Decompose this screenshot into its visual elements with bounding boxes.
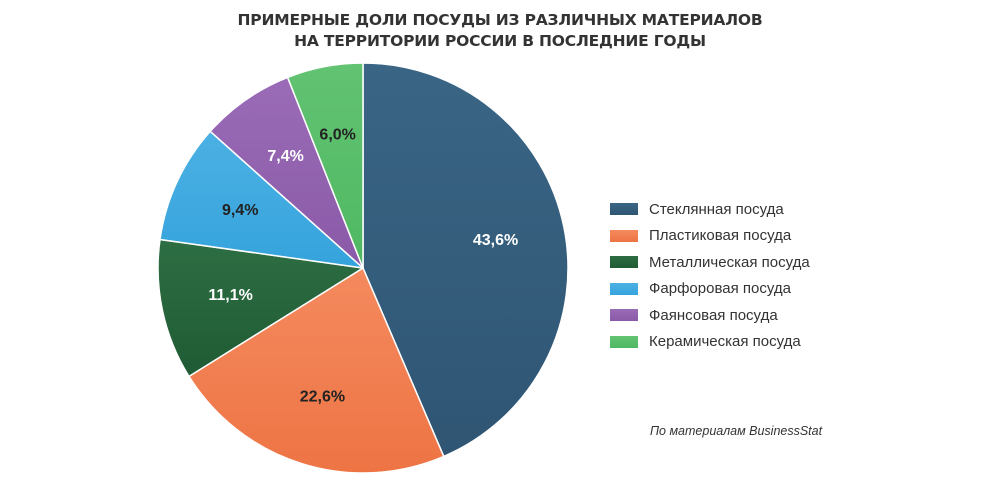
pie-slice-label-металлическая-посуда: 11,1% xyxy=(208,287,252,304)
legend-swatch xyxy=(610,309,638,322)
pie-slices xyxy=(157,62,569,474)
pie-slice-пластиковая-посуда xyxy=(188,267,445,474)
pie-slice-label-фаянсовая-посуда: 7,4% xyxy=(267,148,303,165)
legend-label: Стеклянная посуда xyxy=(649,200,784,218)
legend-label: Пластиковая посуда xyxy=(649,227,792,245)
source-note: По материалам BusinessStat xyxy=(650,424,823,438)
legend-item-пластиковая-посуда: Пластиковая посуда xyxy=(610,223,810,250)
pie-slice-стеклянная-посуда xyxy=(362,62,569,458)
legend-swatch xyxy=(610,335,638,348)
chart-title-line-1: ПРИМЕРНЫЕ ДОЛИ ПОСУДЫ ИЗ РАЗЛИЧНЫХ МАТЕР… xyxy=(237,11,763,29)
legend-swatch xyxy=(610,256,638,269)
legend-item-стеклянная-посуда: Стеклянная посуда xyxy=(610,196,810,223)
pie-slice-label-керамическая-посуда: 6,0% xyxy=(319,126,355,143)
legend-swatch xyxy=(610,229,638,242)
pie-slice-label-фарфоровая-посуда: 9,4% xyxy=(222,202,258,219)
pie-slice-label-пластиковая-посуда: 22,6% xyxy=(300,388,345,405)
chart-legend: Стеклянная посуда Пластиковая посуда Метал… xyxy=(610,196,810,355)
legend-label: Фаянсовая посуда xyxy=(649,306,778,324)
legend-item-металлическая-посуда: Металлическая посуда xyxy=(610,249,810,276)
legend-label: Фарфоровая посуда xyxy=(649,280,791,298)
legend-swatch xyxy=(610,282,638,295)
legend-swatch xyxy=(610,203,638,216)
pie-slice-label-стеклянная-посуда: 43,6% xyxy=(473,232,518,249)
pie-slice-металлическая-посуда xyxy=(157,238,364,378)
pie-slice-фарфоровая-посуда xyxy=(159,130,364,269)
legend-item-фаянсовая-посуда: Фаянсовая посуда xyxy=(610,302,810,329)
pie-labels: 43,6% 22,6% 11,1% 9,4% 7,4% 6,0% xyxy=(208,126,518,405)
legend-item-фарфоровая-посуда: Фарфоровая посуда xyxy=(610,276,810,303)
pie-slice-керамическая-посуда xyxy=(286,62,364,269)
chart-title-line-2: НА ТЕРРИТОРИИ РОССИИ В ПОСЛЕДНИЕ ГОДЫ xyxy=(294,32,706,50)
legend-label: Керамическая посуда xyxy=(649,333,801,351)
legend-item-керамическая-посуда: Керамическая посуда xyxy=(610,329,810,356)
legend-label: Металлическая посуда xyxy=(649,253,810,271)
chart-title: ПРИМЕРНЫЕ ДОЛИ ПОСУДЫ ИЗ РАЗЛИЧНЫХ МАТЕР… xyxy=(0,10,1000,52)
